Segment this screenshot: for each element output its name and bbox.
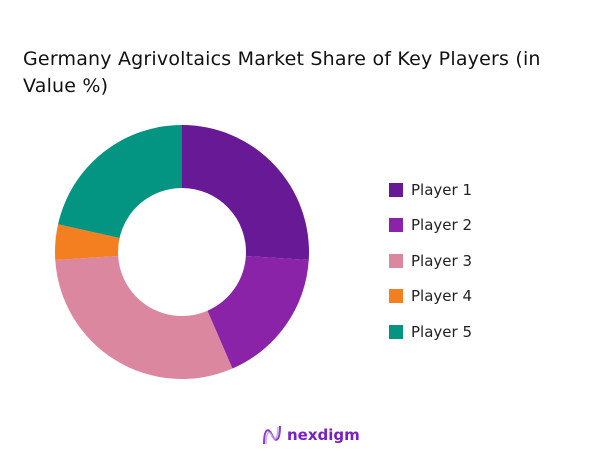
- slice-player-5: [58, 125, 182, 239]
- slice-player-2: [207, 256, 309, 369]
- legend-item: Player 1: [389, 172, 472, 208]
- legend-item: Player 4: [389, 279, 472, 315]
- legend-swatch: [389, 289, 403, 304]
- legend-swatch: [389, 218, 403, 233]
- slice-player-3: [55, 256, 233, 379]
- legend-swatch: [389, 182, 403, 197]
- nexdigm-logo-icon: [263, 425, 281, 445]
- brand-logo: nexdigm: [262, 424, 360, 446]
- legend-label: Player 3: [411, 251, 472, 270]
- brand-name: nexdigm: [287, 426, 360, 444]
- slice-player-1: [182, 125, 309, 260]
- legend-swatch: [389, 253, 403, 268]
- legend-item: Player 3: [389, 243, 472, 279]
- legend: Player 1 Player 2 Player 3 Player 4 Player 5: [389, 172, 472, 350]
- legend-item: Player 2: [389, 208, 472, 244]
- legend-item: Player 5: [389, 314, 472, 350]
- slice-player-4: [55, 224, 120, 260]
- legend-label: Player 2: [411, 216, 472, 235]
- legend-label: Player 4: [411, 287, 472, 306]
- legend-swatch: [389, 324, 403, 339]
- legend-label: Player 5: [411, 322, 472, 341]
- legend-label: Player 1: [411, 180, 472, 199]
- chart-title: Germany Agrivoltaics Market Share of Key…: [23, 48, 541, 97]
